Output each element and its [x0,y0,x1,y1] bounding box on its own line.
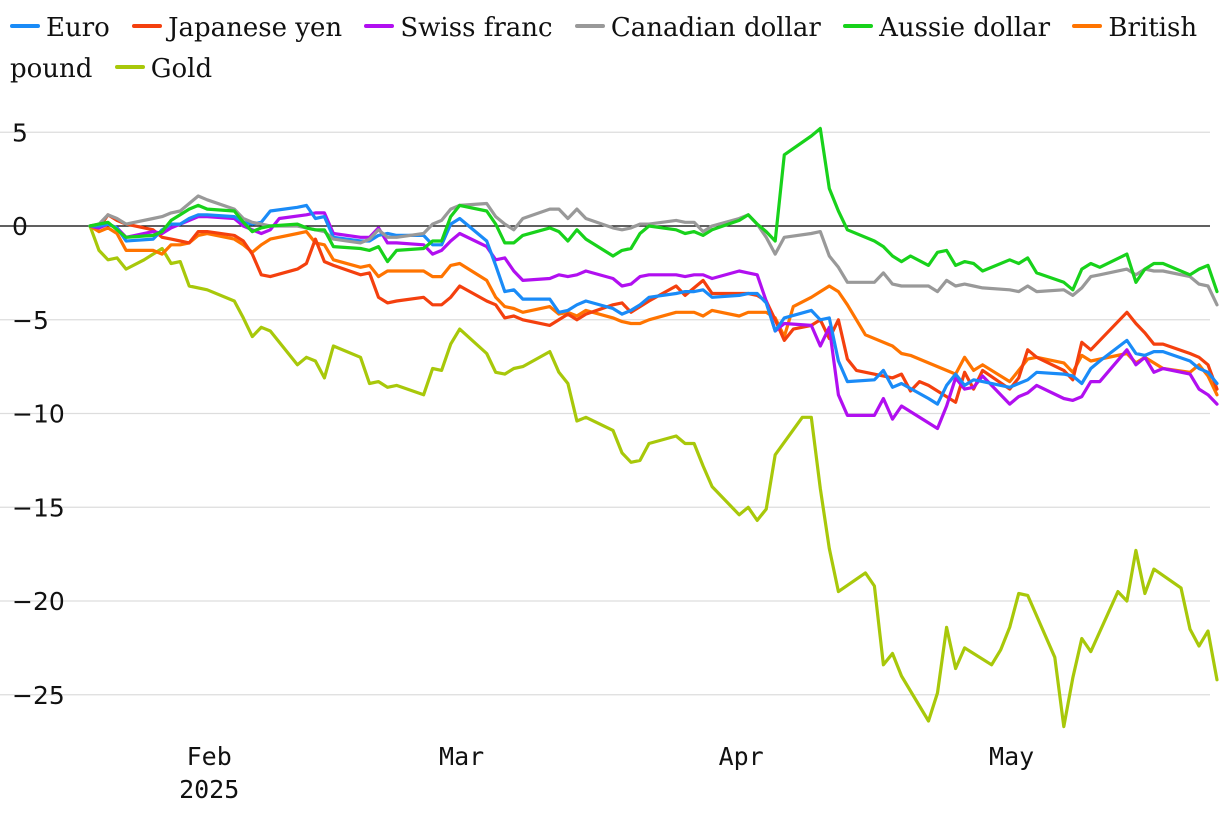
legend-label-gold: Gold [150,54,213,84]
y-tick-label: −20 [12,587,65,616]
series-line-aussie-dollar [88,126,1219,294]
legend-item-gold: Gold [114,54,213,84]
x-tick-sublabel: 2025 [179,775,239,804]
y-tick-label: 0 [12,212,28,241]
legend-label-british-pound: British pound [10,13,1198,84]
legend-label-euro: Euro [46,13,110,43]
series-line-british-pound [88,224,1219,397]
y-tick-label: −25 [12,681,65,710]
legend-item-swiss-franc: Swiss franc [364,13,553,43]
legend-label-japanese-yen: Japanese yen [168,13,343,43]
y-tick-label: 5 [12,118,28,147]
series-line-canadian-dollar [88,194,1219,307]
series-line-euro [88,203,1219,406]
legend-label-aussie-dollar: Aussie dollar [879,13,1051,43]
x-tick-label: Feb [187,742,232,771]
legend-swatch-swiss-franc [364,24,395,28]
legend-item-british-pound: British pound [10,13,1197,84]
y-tick-label: −10 [12,400,65,429]
legend-swatch-japanese-yen [132,24,163,28]
legend-label-canadian-dollar: Canadian dollar [610,13,821,43]
legend-item-canadian-dollar: Canadian dollar [574,13,821,43]
series-layer [88,126,1219,729]
series-line-swiss-franc [88,211,1219,431]
legend-item-aussie-dollar: Aussie dollar [843,13,1050,43]
series-line-gold [88,224,1219,729]
chart-legend: Euro Japanese yen Swiss franc Canadian d… [10,8,1215,90]
legend-label-swiss-franc: Swiss franc [400,13,553,43]
legend-swatch-canadian-dollar [574,24,605,28]
legend-swatch-british-pound [1072,24,1103,28]
x-tick-label: Mar [439,742,484,771]
y-tick-label: −5 [12,306,49,335]
y-tick-label: −15 [12,493,65,522]
legend-swatch-aussie-dollar [843,24,874,28]
legend-swatch-euro [10,24,40,28]
legend-item-euro: Euro [10,13,110,43]
legend-swatch-gold [114,65,145,69]
x-tick-label: Apr [719,742,764,771]
x-tick-label: May [989,742,1034,771]
legend-item-japanese-yen: Japanese yen [132,13,342,43]
tick-layer: 5 0 −5 −10 −15 −20 −25 Feb 2025 Mar Apr May [12,118,1034,804]
grid-layer [0,131,1210,696]
